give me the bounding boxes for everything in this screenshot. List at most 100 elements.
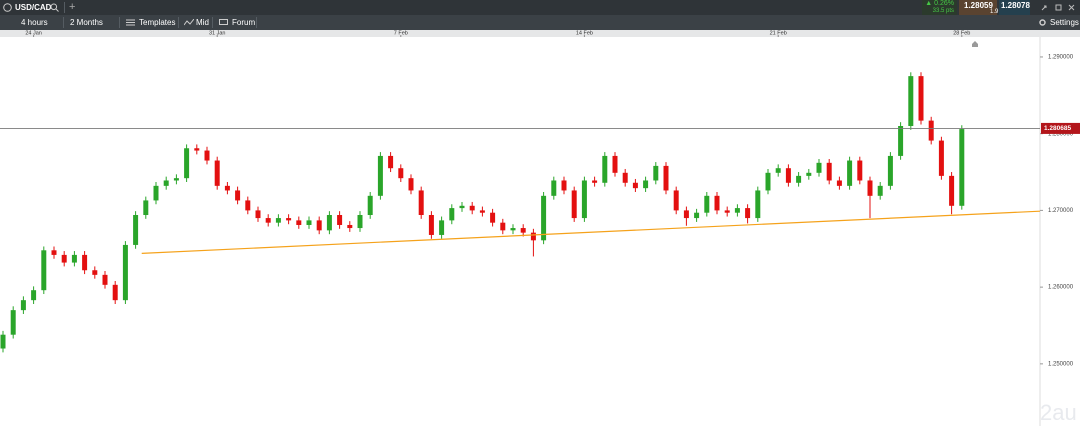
candle-body [877, 185, 883, 196]
spread: 1.9 [990, 9, 999, 15]
candle-body [673, 190, 679, 211]
candle-body [765, 172, 771, 191]
candle-body [112, 284, 118, 301]
candle-body [755, 190, 761, 219]
candle-body [153, 185, 159, 201]
candle-body [377, 155, 383, 196]
templates-icon [126, 19, 135, 26]
symbol-tab[interactable]: USD/CAD [15, 3, 52, 12]
candle-body [816, 162, 822, 173]
price-type-button[interactable]: Mid [196, 18, 209, 27]
candle-body [643, 180, 649, 189]
candle-body [163, 180, 169, 186]
candle-body [133, 215, 139, 245]
candle-body [194, 148, 200, 151]
candle-body [918, 76, 924, 121]
candle-body [0, 334, 6, 349]
candle-body [449, 208, 455, 221]
candle-body [745, 208, 751, 219]
candle-body [326, 215, 332, 231]
candle-body [255, 210, 261, 219]
candle-body [632, 182, 638, 189]
candle-body [92, 270, 98, 275]
candle-body [714, 195, 720, 211]
candle-body [173, 178, 179, 181]
candle-body [938, 140, 944, 176]
x-tick-label: 7 Feb [394, 30, 408, 36]
watermark: 2au [1040, 400, 1077, 425]
trendline [141, 210, 1041, 254]
price-tag [1041, 122, 1080, 134]
candle-body [367, 195, 373, 216]
change-percent: ▲ 0.26% [925, 0, 954, 7]
candle-body [561, 180, 567, 191]
window-controls[interactable] [1040, 3, 1078, 12]
marker-icon [972, 41, 978, 47]
candle-body [683, 210, 689, 219]
candle-body [398, 168, 404, 179]
candle-body [479, 210, 485, 213]
range-button[interactable]: 2 Months [70, 18, 103, 27]
candle-body [316, 220, 322, 231]
price-tag-label: 1.280685 [1044, 125, 1071, 132]
candle-body [602, 155, 608, 183]
candle-body [418, 190, 424, 216]
candle-body [184, 148, 190, 179]
candle-body [826, 162, 832, 181]
candle-body [959, 129, 965, 206]
candle-body [102, 274, 108, 285]
candle-body [520, 228, 526, 233]
add-tab[interactable]: + [69, 1, 76, 13]
candle-body [847, 160, 853, 186]
candle-body [224, 185, 230, 191]
candle-body [898, 126, 904, 156]
y-tick-label: 1.280000 [1048, 131, 1074, 137]
top-bar: USD/CAD + ▲ 0.26% 33.5 pts 1.28059 1.9 1… [0, 0, 1080, 15]
candle-body [887, 155, 893, 186]
candle-body [500, 222, 506, 231]
candle-body [663, 165, 669, 191]
candle-body [775, 168, 781, 173]
candle-body [347, 224, 353, 229]
candle-body [806, 172, 812, 176]
candle-body [490, 212, 496, 223]
sell-box[interactable]: 1.28059 [959, 0, 997, 15]
candle-body [694, 212, 700, 219]
candle-body [785, 168, 791, 183]
instrument-icon [3, 3, 12, 12]
buy-price: 1.28078 [1001, 1, 1030, 10]
candle-body [61, 254, 67, 263]
candle-body [653, 165, 659, 181]
candle-body [469, 205, 475, 211]
price-type-icon [184, 19, 194, 26]
x-tick-label: 28 Feb [953, 30, 970, 36]
toolbar: 4 hours 2 Months Templates Mid Forum Set… [0, 15, 1080, 30]
candle-body [510, 228, 516, 231]
forum-button[interactable]: Forum [232, 18, 256, 27]
settings-button[interactable]: Settings [1050, 18, 1079, 27]
candle-body [10, 310, 16, 335]
candle-body [867, 180, 873, 196]
templates-button[interactable]: Templates [139, 18, 176, 27]
buy-box[interactable]: 1.28078 [999, 0, 1030, 15]
candle-body [286, 218, 292, 221]
date-axis-band [0, 30, 1080, 37]
interval-button[interactable]: 4 hours [21, 18, 48, 27]
x-tick-label: 31 Jan [209, 30, 226, 36]
change-points: 33.5 pts [932, 8, 954, 14]
forum-icon [219, 19, 228, 25]
candle-body [20, 300, 26, 311]
candle-body [724, 210, 730, 213]
candle-body [122, 244, 128, 301]
candle-body [235, 190, 241, 201]
candle-body [459, 205, 465, 209]
y-tick-label: 1.290000 [1048, 55, 1074, 61]
candle-body [143, 200, 149, 216]
candle-body [204, 150, 210, 161]
search-icon[interactable] [50, 3, 59, 12]
candle-body [82, 254, 88, 271]
candle-body [439, 220, 445, 235]
candle-body [592, 180, 598, 183]
y-tick-label: 1.260000 [1048, 285, 1074, 291]
